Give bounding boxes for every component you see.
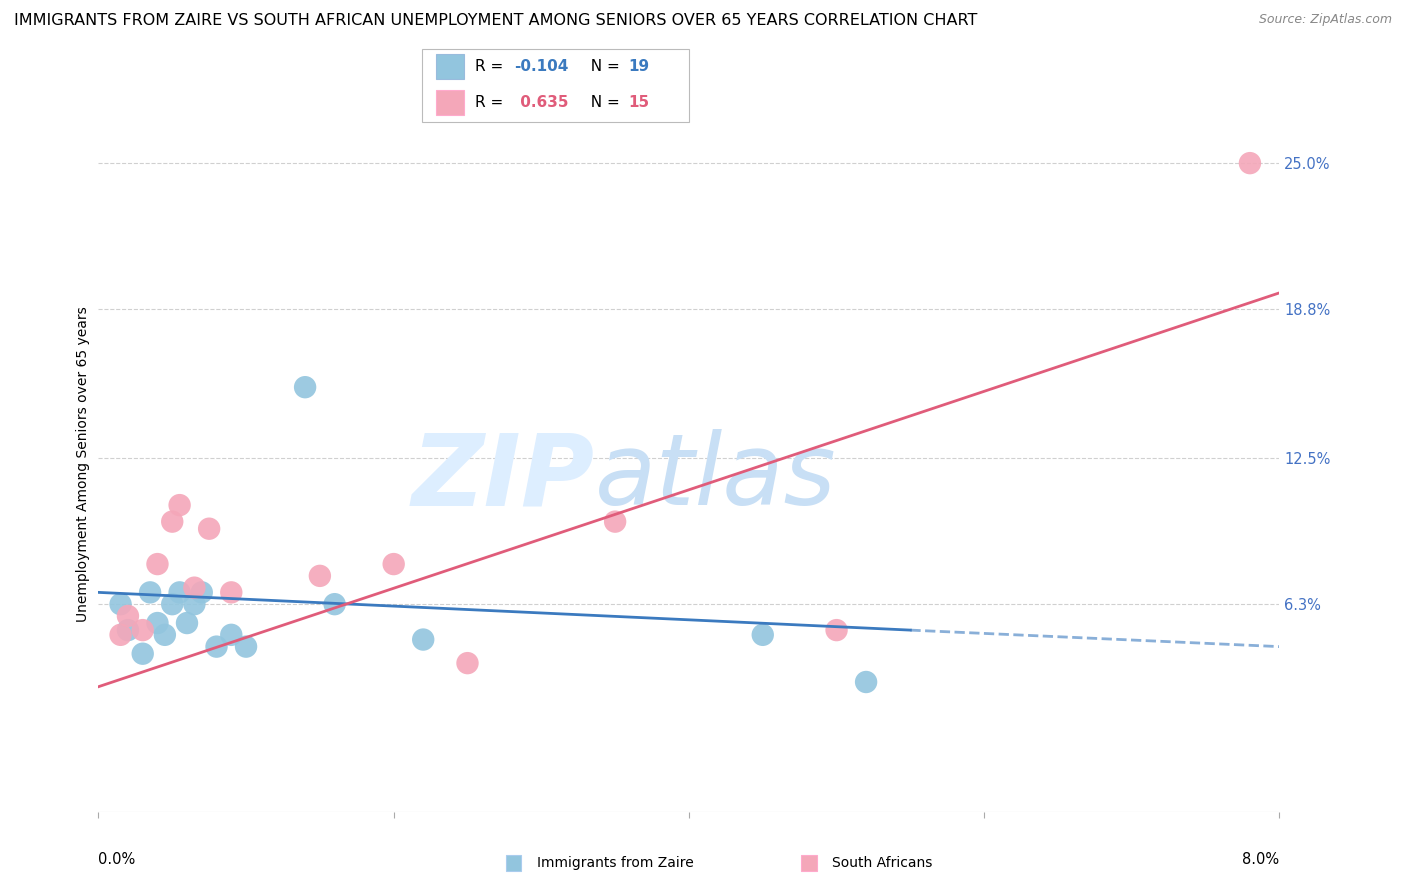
Point bbox=[191, 585, 214, 599]
Point bbox=[146, 557, 169, 571]
Text: atlas: atlas bbox=[595, 429, 837, 526]
Text: 0.0%: 0.0% bbox=[98, 852, 135, 867]
Point bbox=[308, 569, 332, 583]
Point bbox=[132, 647, 155, 661]
Text: IMMIGRANTS FROM ZAIRE VS SOUTH AFRICAN UNEMPLOYMENT AMONG SENIORS OVER 65 YEARS : IMMIGRANTS FROM ZAIRE VS SOUTH AFRICAN U… bbox=[14, 13, 977, 29]
Point bbox=[176, 615, 198, 630]
Point bbox=[323, 597, 346, 611]
Point bbox=[132, 623, 155, 637]
Text: 8.0%: 8.0% bbox=[1243, 852, 1279, 867]
Text: ZIP: ZIP bbox=[412, 429, 595, 526]
Point bbox=[825, 623, 848, 637]
Point bbox=[751, 628, 773, 642]
Point bbox=[205, 640, 228, 654]
Text: R =: R = bbox=[475, 60, 509, 74]
Point bbox=[162, 597, 183, 611]
Point bbox=[855, 675, 877, 690]
Text: R =: R = bbox=[475, 95, 509, 110]
Point bbox=[183, 597, 205, 611]
Point bbox=[169, 498, 191, 512]
Point bbox=[219, 585, 242, 599]
Point bbox=[146, 615, 169, 630]
Text: Source: ZipAtlas.com: Source: ZipAtlas.com bbox=[1258, 13, 1392, 27]
Point bbox=[183, 581, 205, 595]
Text: 15: 15 bbox=[628, 95, 650, 110]
Text: N =: N = bbox=[581, 60, 624, 74]
Text: 0.635: 0.635 bbox=[515, 95, 568, 110]
Text: Immigrants from Zaire: Immigrants from Zaire bbox=[537, 855, 693, 870]
Text: -0.104: -0.104 bbox=[515, 60, 569, 74]
Point bbox=[139, 585, 162, 599]
Point bbox=[456, 656, 478, 670]
Point bbox=[117, 623, 139, 637]
Y-axis label: Unemployment Among Seniors over 65 years: Unemployment Among Seniors over 65 years bbox=[76, 306, 90, 622]
Point bbox=[235, 640, 257, 654]
Point bbox=[153, 628, 176, 642]
Text: South Africans: South Africans bbox=[832, 855, 932, 870]
Point bbox=[110, 597, 132, 611]
Point bbox=[110, 628, 132, 642]
Point bbox=[117, 609, 139, 624]
Point bbox=[382, 557, 405, 571]
Point bbox=[198, 522, 221, 536]
Text: N =: N = bbox=[581, 95, 624, 110]
Point bbox=[1239, 156, 1261, 170]
Point bbox=[412, 632, 434, 647]
Point bbox=[169, 585, 191, 599]
Text: 19: 19 bbox=[628, 60, 650, 74]
Point bbox=[219, 628, 242, 642]
Point bbox=[605, 515, 627, 529]
Point bbox=[162, 515, 183, 529]
Point bbox=[294, 380, 316, 394]
